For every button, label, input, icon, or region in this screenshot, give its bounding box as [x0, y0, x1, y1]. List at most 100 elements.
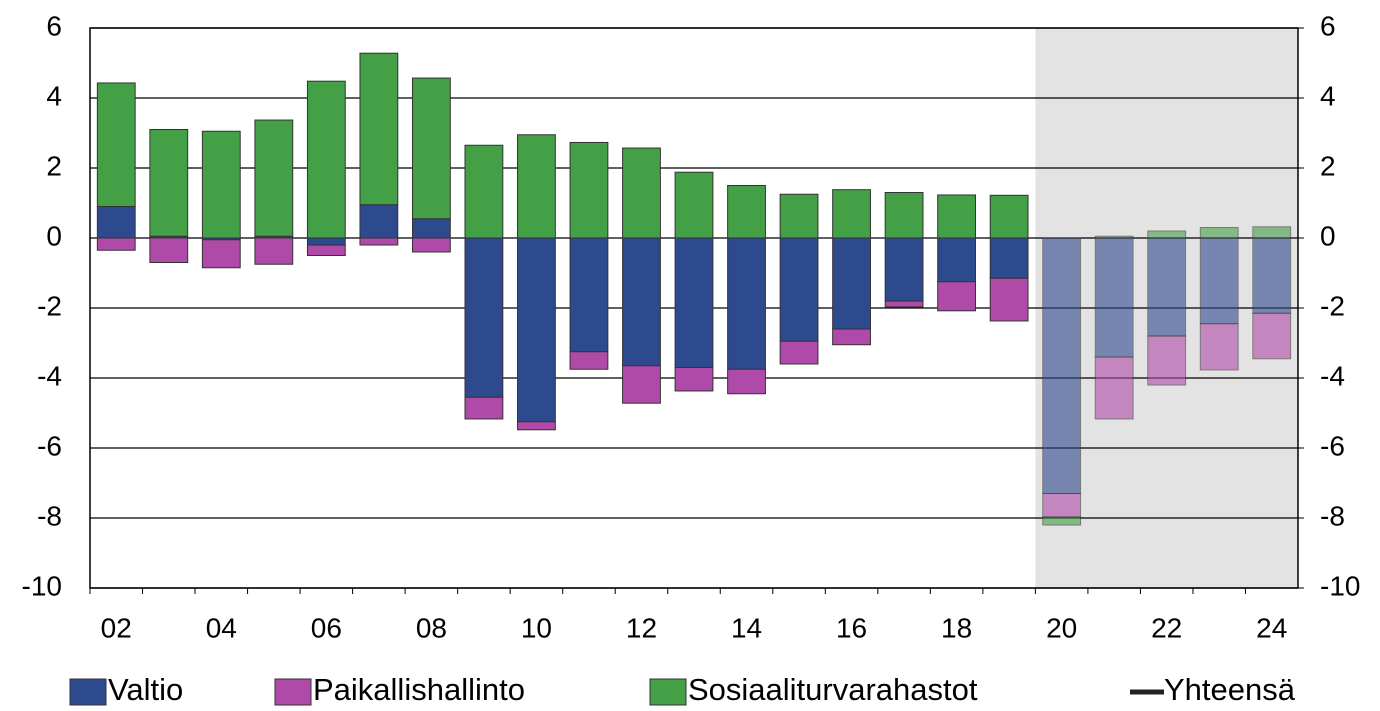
plot-frame	[89, 27, 1299, 589]
bar	[622, 147, 661, 239]
legend-swatch	[69, 678, 107, 706]
x-tick-label: 06	[311, 612, 342, 643]
bar	[1252, 226, 1292, 239]
y-tick-label: -10	[22, 570, 62, 601]
bar	[937, 281, 977, 312]
bar	[1042, 237, 1082, 494]
x-tick-label: 08	[416, 612, 447, 643]
y2-tick-label: -10	[1320, 570, 1360, 601]
y-tick-label: -8	[37, 500, 62, 531]
bar	[1252, 237, 1292, 314]
x-tick-label: 22	[1151, 612, 1182, 643]
legend-swatch	[649, 678, 687, 706]
y2-tick-label: -2	[1320, 290, 1345, 321]
bar	[1199, 227, 1239, 239]
bar	[569, 237, 609, 353]
bar	[411, 77, 451, 220]
bar	[1042, 493, 1082, 518]
bar	[254, 237, 294, 265]
bar	[727, 368, 766, 395]
bar	[1252, 312, 1292, 360]
bar	[674, 171, 714, 239]
legend-label: Sosiaaliturvarahastot	[688, 672, 978, 707]
bar	[727, 185, 766, 239]
bar	[832, 328, 871, 346]
bar	[149, 129, 189, 237]
bar	[306, 237, 346, 246]
bar	[884, 237, 924, 302]
x-tick-label: 04	[206, 612, 237, 643]
y-tick-label: 0	[46, 220, 62, 251]
bar	[1147, 230, 1187, 239]
bar	[989, 277, 1029, 322]
bar	[989, 237, 1029, 279]
bar	[1094, 356, 1134, 420]
x-tick-label: 02	[101, 612, 132, 643]
y-tick-label: 6	[46, 10, 62, 41]
bar	[1147, 237, 1187, 337]
bar	[1094, 235, 1134, 239]
bar	[832, 237, 871, 330]
bar	[201, 239, 241, 269]
x-tick-label: 10	[521, 612, 552, 643]
bar	[306, 244, 346, 256]
bar	[1094, 237, 1134, 358]
bar	[254, 119, 294, 237]
y2-tick-label: -4	[1320, 360, 1345, 391]
x-tick-label: 12	[626, 612, 657, 643]
bar	[1199, 323, 1239, 371]
x-tick-label: 14	[731, 612, 762, 643]
bar	[884, 192, 924, 239]
bar	[937, 237, 977, 283]
bar	[674, 367, 714, 392]
bar	[517, 134, 556, 239]
bar	[779, 193, 819, 239]
bar	[359, 52, 399, 206]
bar	[1042, 516, 1082, 526]
bar	[674, 237, 714, 368]
y-tick-label: -4	[37, 360, 62, 391]
legend-label: Paikallishallinto	[313, 672, 525, 707]
y2-tick-label: -8	[1320, 500, 1345, 531]
bar	[464, 144, 504, 239]
bar	[727, 237, 766, 370]
y2-tick-label: 6	[1320, 10, 1336, 41]
bar	[569, 351, 609, 370]
x-tick-label: 18	[941, 612, 972, 643]
y2-tick-label: -6	[1320, 430, 1345, 461]
bar	[359, 237, 399, 246]
bar	[989, 194, 1029, 239]
bar	[517, 421, 556, 431]
bar	[359, 204, 399, 239]
bar	[149, 237, 189, 263]
bar	[464, 396, 504, 420]
y2-tick-label: 2	[1320, 150, 1336, 181]
bar	[411, 237, 451, 253]
bar	[411, 218, 451, 239]
bar	[96, 237, 136, 251]
legend-label: Valtio	[108, 672, 183, 707]
bar	[1199, 237, 1239, 325]
y-tick-label: 4	[46, 80, 62, 111]
x-tick-label: 16	[836, 612, 867, 643]
legend-swatch	[274, 678, 312, 706]
y-tick-label: -2	[37, 290, 62, 321]
y-tick-label: -6	[37, 430, 62, 461]
bar	[569, 141, 609, 239]
y-tick-label: 2	[46, 150, 62, 181]
bar	[517, 237, 556, 423]
bar	[622, 365, 661, 404]
legend-label: Yhteensä	[1164, 672, 1296, 707]
bar	[96, 82, 136, 207]
x-tick-label: 20	[1046, 612, 1077, 643]
x-tick-label: 24	[1256, 612, 1287, 643]
bar	[201, 130, 241, 239]
bar	[779, 237, 819, 342]
bar	[832, 189, 871, 239]
y2-tick-label: 4	[1320, 80, 1336, 111]
y2-tick-label: 0	[1320, 220, 1336, 251]
bar	[306, 80, 346, 239]
bar	[884, 300, 924, 308]
bar	[622, 237, 661, 367]
